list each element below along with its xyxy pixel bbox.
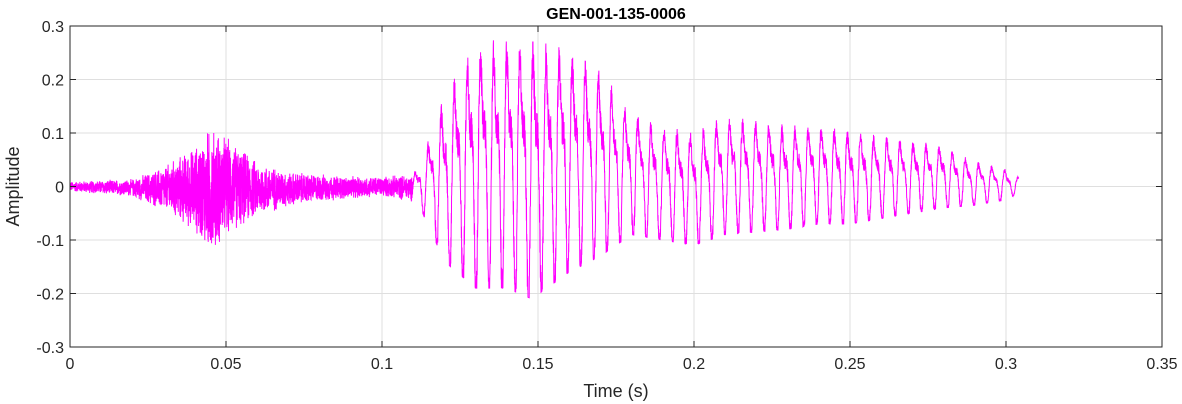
x-tick-label: 0.25 <box>834 356 865 373</box>
x-tick-label: 0.35 <box>1146 356 1177 373</box>
x-axis-label: Time (s) <box>583 381 648 401</box>
y-tick-label: 0 <box>55 180 64 197</box>
y-tick-label: -0.1 <box>36 233 64 250</box>
x-tick-label: 0.15 <box>522 356 553 373</box>
axis-ticks: 0 0.05 0.1 0.15 0.2 0.25 0.3 0.35 -0.3 -0.2 -0.1 0 0… <box>36 19 1177 373</box>
y-tick-label: -0.2 <box>36 287 64 304</box>
x-tick-label: 0.2 <box>683 356 705 373</box>
y-tick-label: 0.1 <box>42 126 64 143</box>
y-tick-label: 0.2 <box>42 73 64 90</box>
chart-title: GEN-001-135-0006 <box>546 6 686 23</box>
waveform-series <box>70 40 1019 299</box>
x-tick-label: 0.3 <box>995 356 1017 373</box>
x-tick-label: 0.1 <box>371 356 393 373</box>
y-tick-label: -0.3 <box>36 340 64 357</box>
x-tick-label: 0.05 <box>210 356 241 373</box>
y-tick-label: 0.3 <box>42 19 64 36</box>
y-axis-label: Amplitude <box>3 146 23 226</box>
x-tick-label: 0 <box>66 356 75 373</box>
